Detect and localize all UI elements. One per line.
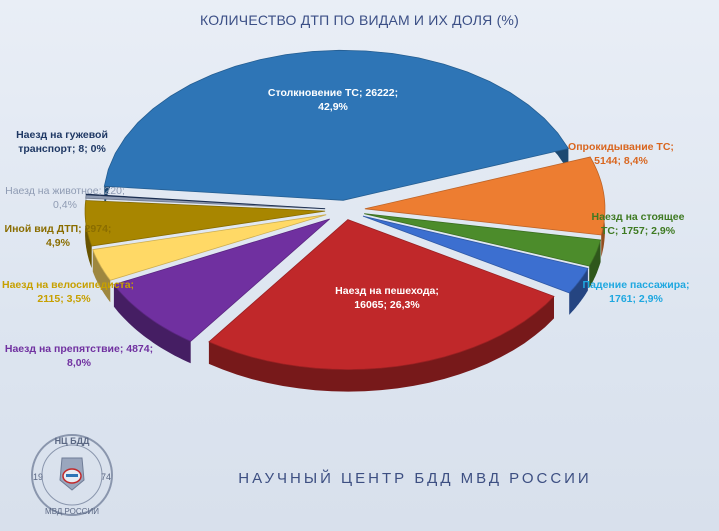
- pie-slice-9: [85, 193, 326, 210]
- pie-slice-4: [208, 219, 555, 371]
- slice-label-animal: Наезд на животное; 220; 0,4%: [0, 184, 130, 212]
- pie-slice-side: [85, 200, 92, 268]
- slice-label-line2: транспорт; 8; 0%: [18, 143, 106, 155]
- slice-label-pedestrian: Наезд на пешехода; 16065; 26,3%: [322, 284, 452, 312]
- pie-slice-side: [589, 240, 601, 288]
- logo-bottom-text: МВД РОССИИ: [45, 507, 99, 516]
- slice-label-line2: 1761; 2,9%: [609, 293, 663, 305]
- logo-right-text: 74: [101, 472, 111, 482]
- slice-label-line1: Наезд на препятствие; 4874;: [4, 343, 154, 355]
- pie-slice-0: [103, 49, 570, 201]
- logo-top-text: НЦ БДД: [55, 436, 90, 446]
- pie-slice-5: [113, 218, 330, 342]
- logo-left-text: 19: [33, 472, 43, 482]
- pie-slice-2: [364, 213, 602, 267]
- pie-slice-side: [92, 249, 111, 303]
- slice-label-line1: Падение пассажира;: [582, 279, 690, 291]
- slice-label-line2: 16065; 26,3%: [354, 299, 420, 311]
- slice-label-line2: 8,0%: [67, 357, 91, 369]
- nc-bdd-logo-seal: НЦ БДД 19 74 МВД РОССИИ: [31, 434, 113, 516]
- slice-label-passenger-fall: Падение пассажира; 1761; 2,9%: [576, 278, 696, 306]
- slice-label-line2: 0,4%: [53, 199, 77, 211]
- pie-slice-1: [364, 156, 606, 236]
- slice-label-line2: ТС; 1757; 2,9%: [600, 225, 676, 237]
- slice-label-cyclist: Наезд на велосипедиста; 2115; 3,5%: [2, 278, 135, 306]
- slice-label-obstacle: Наезд на препятствие; 4874; 8,0%: [4, 342, 154, 370]
- slice-label-line2: 42,9%: [318, 101, 348, 113]
- slice-label-horse-drawn: Наезд на гужевой транспорт; 8; 0%: [2, 128, 122, 156]
- slice-label-line2: 4,9%: [46, 237, 70, 249]
- chart-title: КОЛИЧЕСТВО ДТП ПО ВИДАМ И ИХ ДОЛЯ (%): [200, 12, 519, 28]
- slice-label-collision: Столкновение ТС; 26222; 42,9%: [258, 86, 408, 114]
- slice-label-line1: Наезд на пешехода;: [335, 285, 439, 297]
- slice-label-other: Иной вид ДТП; 2974; 4,9%: [2, 222, 114, 250]
- pie-slice-side: [569, 268, 588, 315]
- footer-organization-name: НАУЧНЫЙ ЦЕНТР БДД МВД РОССИИ: [238, 470, 592, 487]
- slice-label-line2: 2115; 3,5%: [37, 293, 91, 305]
- pie-slice-side: [113, 284, 191, 364]
- slice-label-line1: Опрокидывание ТС;: [568, 141, 674, 153]
- slice-label-line1: Наезд на велосипедиста;: [2, 279, 135, 291]
- slice-label-parked-vehicle: Наезд на стоящее ТС; 1757; 2,9%: [588, 210, 688, 238]
- slice-label-rollover: Опрокидывание ТС; 5144; 8,4%: [566, 140, 676, 168]
- pie-slice-7: [84, 200, 326, 247]
- pie-slice-6: [92, 214, 327, 281]
- slice-label-line1: Наезд на гужевой: [16, 129, 108, 141]
- pie-slice-3: [362, 215, 589, 294]
- pie-slice-side: [208, 296, 554, 392]
- slice-label-line1: Столкновение ТС; 26222;: [267, 87, 399, 99]
- slice-label-line1: Иной вид ДТП; 2974;: [4, 223, 112, 235]
- slice-label-line2: 5144; 8,4%: [594, 155, 648, 167]
- slice-label-line1: Наезд на животное; 220;: [5, 185, 125, 197]
- slice-label-line1: Наезд на стоящее: [591, 211, 685, 223]
